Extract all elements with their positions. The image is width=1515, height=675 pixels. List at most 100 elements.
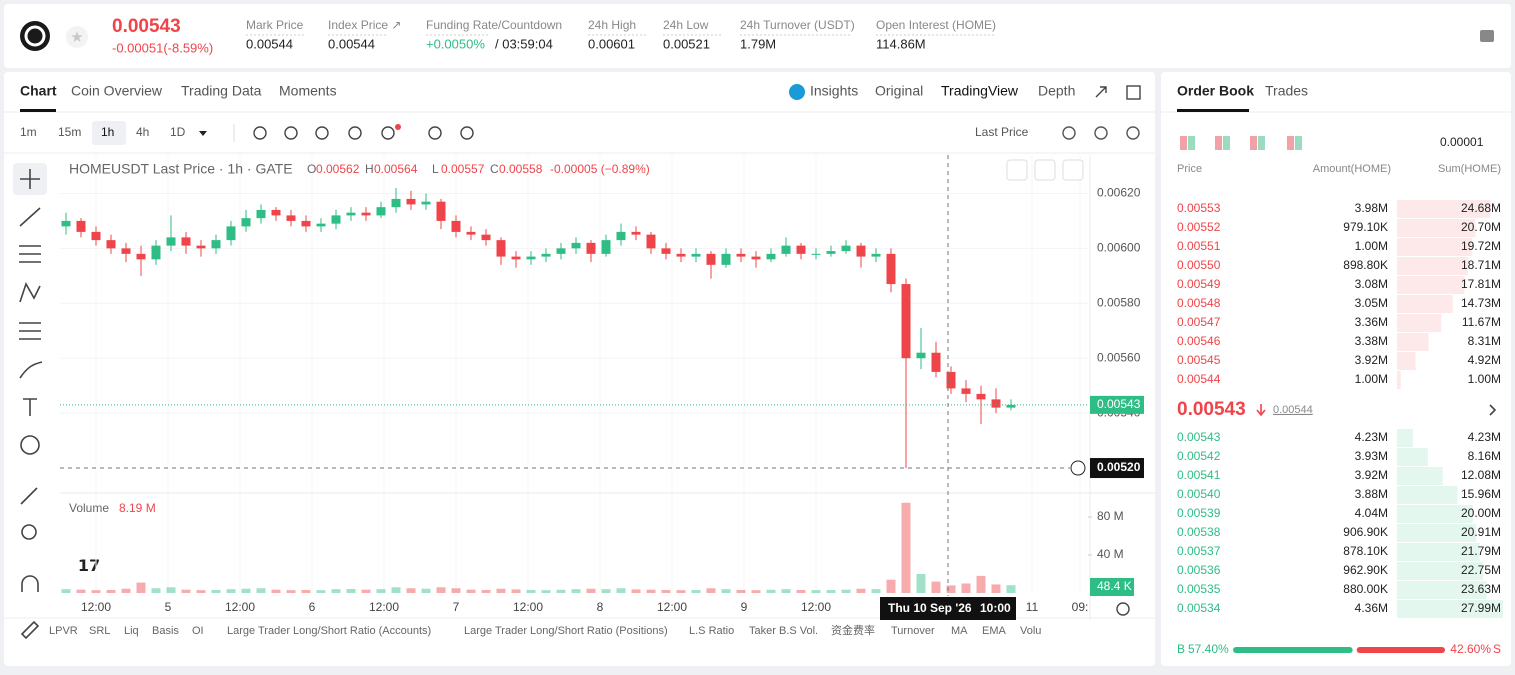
ob-view-icon[interactable] [1188,136,1195,150]
toolbar-icon[interactable] [284,126,298,140]
tool-ruler[interactable] [20,487,38,505]
ob-view-icon[interactable] [1295,136,1302,150]
pane-button[interactable] [1034,159,1056,181]
tool-crosshair[interactable] [20,169,40,189]
indicator-tab[interactable]: Large Trader Long/Short Ratio (Accounts) [227,625,431,637]
indicator-tab[interactable]: LPVR [49,625,78,637]
ob-price[interactable]: 0.00544 [1177,372,1221,386]
ob-price[interactable]: 0.00536 [1177,563,1221,577]
ob-price[interactable]: 0.00551 [1177,239,1221,253]
interval[interactable]: 15m [58,125,81,139]
ob-price[interactable]: 0.00547 [1177,315,1221,329]
settings[interactable] [1116,602,1130,616]
toolbar-icon[interactable] [1094,126,1108,140]
toolbar-icon[interactable] [460,126,474,140]
view-tab[interactable]: TradingView [941,83,1019,99]
ob-price[interactable]: 0.00545 [1177,353,1221,367]
tool-fib[interactable] [19,322,41,340]
ob-price[interactable]: 0.00541 [1177,468,1221,482]
view-tab[interactable]: Original [875,83,923,99]
menu-icon[interactable] [1480,30,1494,42]
indicator-tab[interactable]: Basis [152,625,179,637]
ob-price[interactable]: 0.00542 [1177,449,1221,463]
precision[interactable]: 0.00001 [1440,135,1484,149]
toolbar-icon[interactable] [315,126,329,140]
pane-button[interactable] [1006,159,1028,181]
ob-price[interactable]: 0.00552 [1177,220,1221,234]
toolbar-icon[interactable] [1062,126,1076,140]
ob-amount: 962.90K [1343,563,1388,577]
volume-bar [826,590,836,593]
ohlc-key: O [307,162,316,176]
tab[interactable]: Chart [20,83,57,99]
tool-brush[interactable] [19,361,43,379]
ob-price[interactable]: 0.00539 [1177,506,1221,520]
ob-view-icon[interactable] [1250,136,1257,150]
toolbar-icon[interactable] [348,126,362,140]
y-tick-label: 0.00600 [1097,241,1141,255]
ob-price[interactable]: 0.00538 [1177,525,1221,539]
indicator-tab[interactable]: L.S Ratio [689,625,734,637]
toolbar-icon[interactable] [381,126,395,140]
tool-text[interactable] [23,398,37,416]
price-source[interactable]: Last Price [975,125,1029,139]
interval[interactable]: 4h [136,125,149,139]
ob-price[interactable]: 0.00549 [1177,277,1221,291]
tool-pattern[interactable] [19,282,41,303]
ob-view-icon[interactable] [1287,136,1294,150]
indicator-tab[interactable]: Liq [124,625,139,637]
ob-tab[interactable]: Order Book [1177,83,1254,99]
toolbar-icon[interactable] [428,126,442,140]
layout-toggle[interactable] [1126,85,1141,100]
tab[interactable]: Moments [279,83,337,99]
depth-bar [1397,581,1487,599]
indicator-tab[interactable]: Large Trader Long/Short Ratio (Positions… [464,625,668,637]
tool-zoom[interactable] [21,524,37,540]
ob-price[interactable]: 0.00535 [1177,582,1221,596]
pane-button[interactable] [1062,159,1084,181]
ob-price[interactable]: 0.00550 [1177,258,1221,272]
interval[interactable]: 1h [101,125,114,139]
ob-tab[interactable]: Trades [1265,83,1308,99]
ohlc-value: 0.00558 [499,162,543,176]
tool-pen[interactable] [20,620,40,640]
volume-bar [511,589,521,593]
toolbar-icon[interactable] [1126,126,1140,140]
indicator-tab[interactable]: 资金费率 [831,623,875,637]
interval[interactable]: 1m [20,125,37,139]
tool-line[interactable] [19,207,41,227]
tool-emoji[interactable] [20,435,40,455]
indicator-tab[interactable]: MA [951,625,968,637]
indicator-tab[interactable]: SRL [89,625,110,637]
ob-view-icon[interactable] [1258,136,1265,150]
tool-magnet[interactable] [21,575,39,592]
ob-price[interactable]: 0.00553 [1177,201,1221,215]
favorite[interactable] [66,26,88,48]
interval[interactable]: 1D [170,125,186,139]
indicator-tab[interactable]: Taker B.S Vol. [749,625,818,637]
ob-price[interactable]: 0.00540 [1177,487,1221,501]
volume-bar [976,575,986,593]
toolbar-icon[interactable] [253,126,267,140]
expand[interactable] [1095,86,1107,98]
chevron[interactable] [1489,404,1497,416]
ob-view-icon[interactable] [1180,136,1187,150]
ob-price[interactable]: 0.00546 [1177,334,1221,348]
indicator-tab[interactable]: Turnover [891,625,935,637]
indicator-tab[interactable]: Volu [1020,625,1041,637]
ob-view-icon[interactable] [1223,136,1230,150]
tab[interactable]: Trading Data [181,83,262,99]
indicator-tab[interactable]: EMA [982,625,1007,637]
ob-price[interactable]: 0.00548 [1177,296,1221,310]
crosshair-plus[interactable] [1070,460,1086,476]
ob-view-icon[interactable] [1215,136,1222,150]
view-tab[interactable]: Depth [1038,83,1075,99]
ob-price[interactable]: 0.00543 [1177,430,1221,444]
tab[interactable]: Coin Overview [71,83,163,99]
indicator-tab[interactable]: OI [192,625,204,637]
view-tab[interactable]: Insights [810,83,858,99]
ob-amount: 3.92M [1355,353,1388,367]
ob-price[interactable]: 0.00537 [1177,544,1221,558]
ob-price[interactable]: 0.00534 [1177,601,1221,615]
tool-channel[interactable] [19,245,41,263]
